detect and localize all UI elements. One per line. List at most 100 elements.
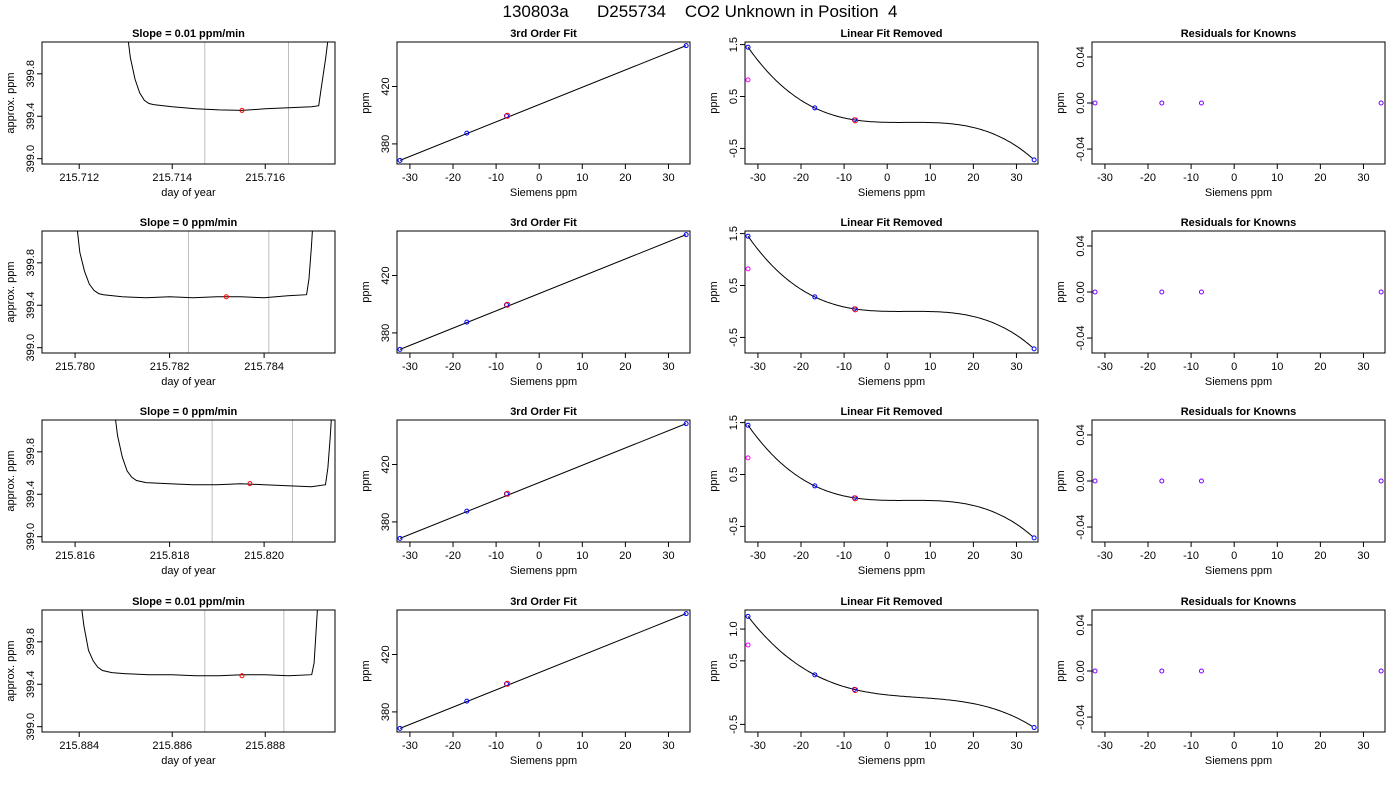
y-axis-label: ppm bbox=[708, 281, 720, 302]
fit-curve bbox=[399, 423, 687, 539]
unknown-point bbox=[504, 490, 511, 497]
x-tick-label: -30 bbox=[750, 361, 766, 373]
chart-panel-6: 3rd Order Fit Siemens ppm ppm -30 -20 -10 0 10 2… bbox=[360, 217, 691, 388]
x-axis-label: Siemens ppm bbox=[858, 565, 925, 577]
plot-frame bbox=[1091, 419, 1386, 543]
chart-panel-13: Slope = 0.01 ppm/min day of year approx. p… bbox=[5, 596, 336, 767]
x-tick-label: 20 bbox=[619, 172, 631, 184]
y-tick-label: 0.5 bbox=[728, 89, 740, 104]
removed-point bbox=[745, 455, 751, 461]
y-tick-label: 399.8 bbox=[25, 60, 37, 88]
x-tick-label: -10 bbox=[836, 361, 852, 373]
known-point bbox=[683, 43, 689, 49]
plot-area bbox=[127, 42, 329, 164]
y-tick-label: 380 bbox=[380, 135, 392, 153]
x-tick-label: 215.886 bbox=[152, 740, 192, 752]
x-tick-label: 215.716 bbox=[245, 172, 285, 184]
x-tick-label: -20 bbox=[445, 550, 461, 562]
chart-title: Linear Fit Removed bbox=[840, 596, 942, 608]
x-tick-label: 0 bbox=[536, 550, 542, 562]
y-tick-label: 420 bbox=[380, 455, 392, 473]
x-tick-label: 20 bbox=[967, 361, 979, 373]
known-point bbox=[812, 105, 818, 111]
y-tick-label: 0.00 bbox=[1075, 281, 1087, 302]
y-tick-label: 0.5 bbox=[728, 653, 740, 668]
x-tick-label: -30 bbox=[402, 740, 418, 752]
chart-title: Residuals for Knowns bbox=[1181, 596, 1297, 608]
residual-point bbox=[1092, 478, 1098, 484]
y-tick-label: 399.0 bbox=[25, 334, 37, 362]
plot-area bbox=[1092, 100, 1384, 106]
chart-title: 3rd Order Fit bbox=[510, 28, 577, 40]
removed-point bbox=[745, 77, 751, 83]
x-tick-label: 30 bbox=[662, 172, 674, 184]
y-tick-label: 399.4 bbox=[25, 102, 37, 130]
x-tick-label: 30 bbox=[1357, 740, 1369, 752]
plot-area bbox=[397, 421, 689, 541]
known-point bbox=[683, 421, 689, 427]
y-tick-label: 1.5 bbox=[728, 415, 740, 430]
x-tick-label: -30 bbox=[1097, 550, 1113, 562]
residual-point bbox=[1378, 100, 1384, 106]
fit-curve bbox=[399, 234, 687, 350]
y-tick-label: 0.00 bbox=[1075, 660, 1087, 681]
y-tick-label: 399.4 bbox=[25, 670, 37, 698]
residual-point bbox=[1159, 478, 1165, 484]
x-tick-label: 215.782 bbox=[150, 361, 190, 373]
x-tick-label: 20 bbox=[619, 550, 631, 562]
plot-area bbox=[76, 231, 313, 353]
y-axis-label: approx. ppm bbox=[5, 261, 17, 322]
y-tick-label: 0.04 bbox=[1075, 235, 1087, 256]
x-tick-label: 10 bbox=[576, 550, 588, 562]
x-tick-label: 10 bbox=[1271, 361, 1283, 373]
unknown-marker bbox=[247, 481, 253, 487]
residual-point bbox=[1159, 668, 1165, 674]
fit-curve bbox=[399, 45, 687, 161]
x-tick-label: -20 bbox=[793, 361, 809, 373]
x-tick-label: 0 bbox=[536, 361, 542, 373]
x-tick-label: -10 bbox=[1183, 740, 1199, 752]
chart-panel-9: Slope = 0 ppm/min day of year approx. ppm 2… bbox=[5, 406, 336, 577]
y-tick-label: 0.00 bbox=[1075, 92, 1087, 113]
chart-panel-5: Slope = 0 ppm/min day of year approx. ppm 2… bbox=[5, 217, 336, 388]
x-tick-label: -30 bbox=[750, 740, 766, 752]
x-axis-label: day of year bbox=[161, 187, 216, 199]
x-tick-label: -30 bbox=[402, 172, 418, 184]
x-tick-label: 215.888 bbox=[245, 740, 285, 752]
chart-title: Slope = 0.01 ppm/min bbox=[132, 596, 245, 608]
known-point bbox=[812, 294, 818, 300]
x-tick-label: 30 bbox=[1010, 740, 1022, 752]
chart-panel-10: 3rd Order Fit Siemens ppm ppm -30 -20 -10 0 10 2… bbox=[360, 406, 691, 577]
y-axis-label: ppm bbox=[360, 281, 372, 302]
x-axis-label: Siemens ppm bbox=[1205, 376, 1272, 388]
x-tick-label: 10 bbox=[924, 361, 936, 373]
x-tick-label: 0 bbox=[1231, 172, 1237, 184]
y-tick-label: 420 bbox=[380, 77, 392, 95]
x-axis-label: day of year bbox=[161, 376, 216, 388]
x-tick-label: 0 bbox=[884, 550, 890, 562]
plot-area bbox=[745, 233, 1037, 352]
chart-title: Slope = 0 ppm/min bbox=[140, 217, 238, 229]
unknown-point bbox=[504, 112, 511, 119]
removed-point bbox=[745, 266, 751, 272]
y-tick-label: 399.8 bbox=[25, 438, 37, 466]
plot-area bbox=[745, 422, 1037, 541]
y-tick-label: 399.4 bbox=[25, 291, 37, 319]
x-tick-label: 30 bbox=[1010, 550, 1022, 562]
plot-area bbox=[81, 610, 318, 732]
known-point bbox=[397, 725, 403, 731]
unknown-marker bbox=[239, 107, 245, 113]
residual-point bbox=[1092, 668, 1098, 674]
y-tick-label: 0.00 bbox=[1075, 470, 1087, 491]
y-tick-label: 0.04 bbox=[1075, 46, 1087, 67]
x-tick-label: 0 bbox=[884, 740, 890, 752]
fit-curve bbox=[747, 46, 1033, 159]
x-tick-label: 30 bbox=[1357, 550, 1369, 562]
plot-frame bbox=[1091, 609, 1386, 733]
series-line bbox=[127, 42, 329, 111]
plot-frame bbox=[744, 609, 1039, 733]
y-axis-label: approx. ppm bbox=[5, 72, 17, 133]
residual-point bbox=[1378, 668, 1384, 674]
y-axis-label: ppm bbox=[708, 92, 720, 113]
x-tick-label: -30 bbox=[1097, 740, 1113, 752]
